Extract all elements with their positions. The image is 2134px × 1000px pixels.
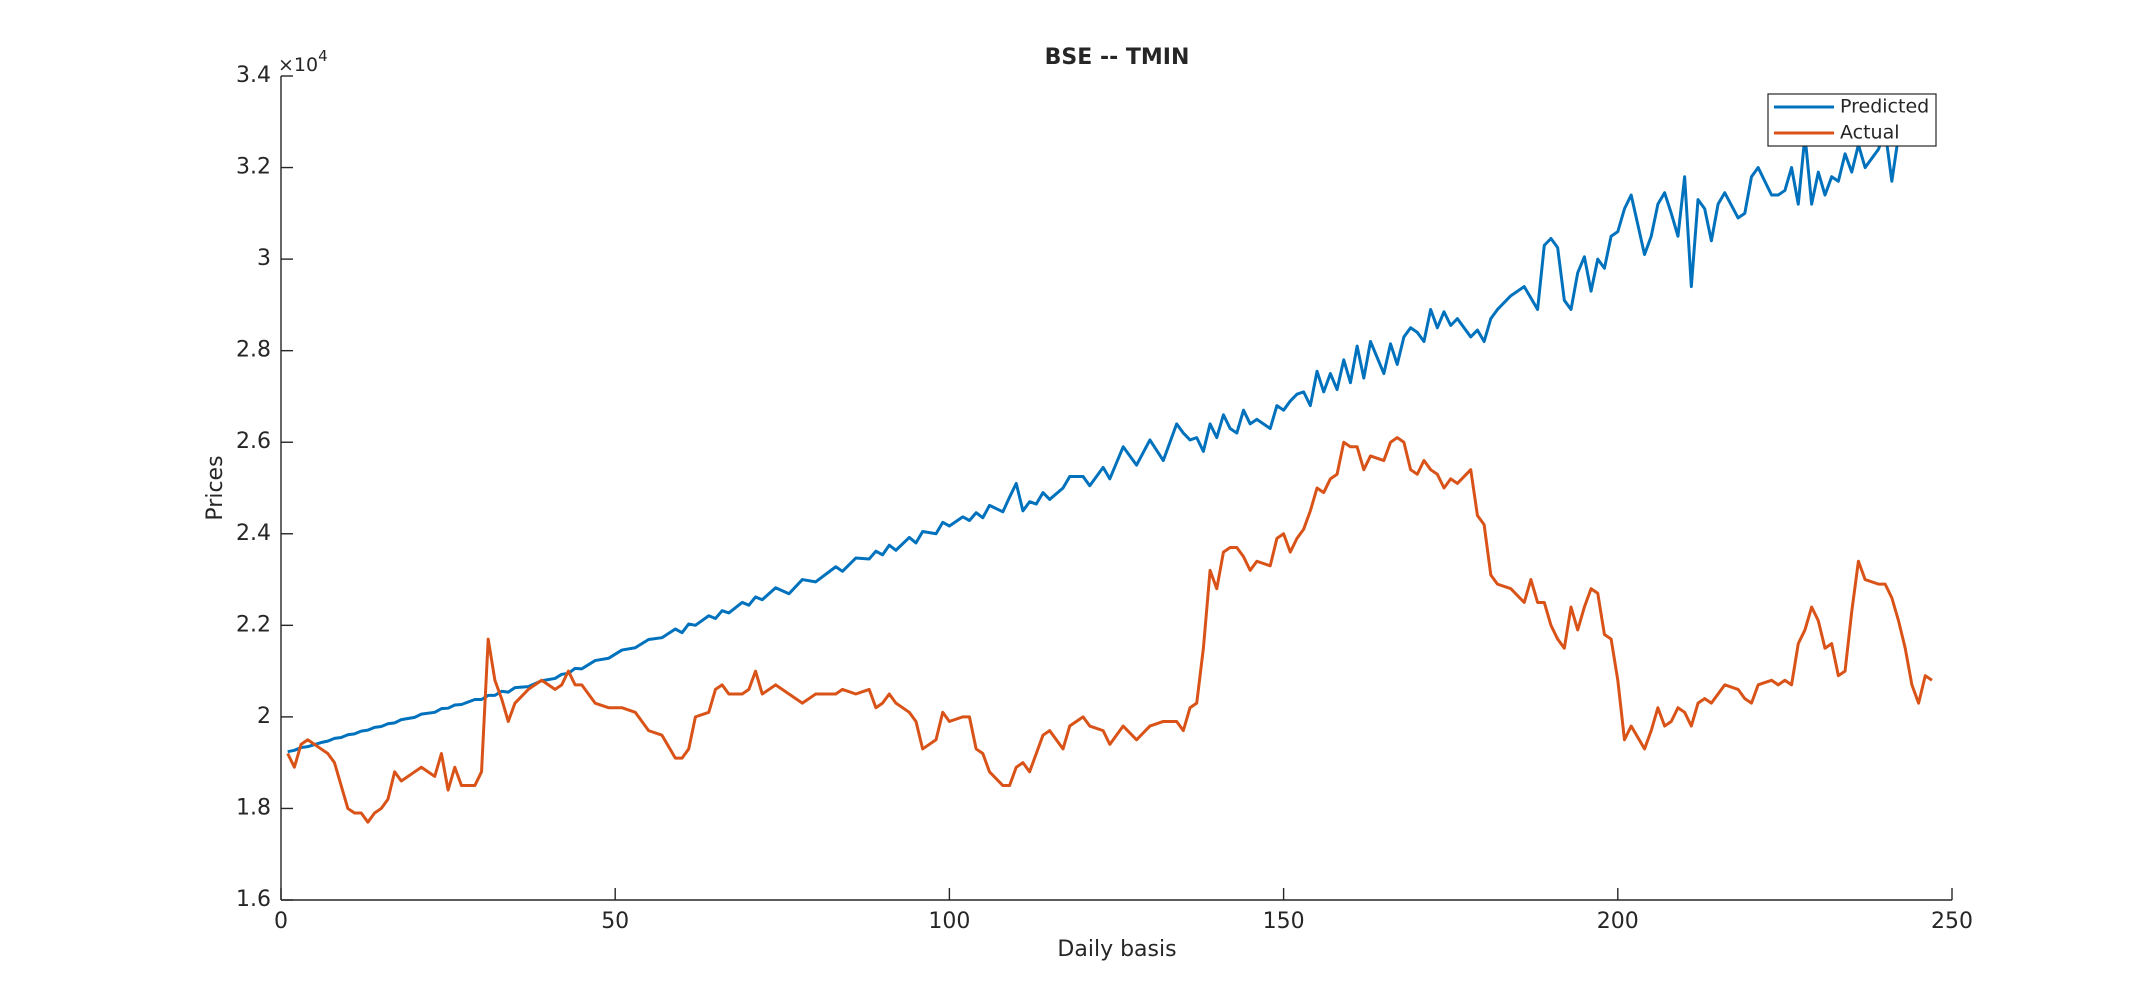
y-tick-label: 2.8 [236, 338, 271, 363]
y-tick-label: 2.4 [236, 521, 271, 546]
multiplier-base: ×10 [278, 54, 318, 76]
y-tick-label: 2 [257, 704, 271, 729]
legend-box [1767, 93, 1937, 147]
x-tick-label: 200 [1597, 909, 1639, 934]
legend-label: Actual [1840, 122, 1900, 144]
y-tick-label: 2.2 [236, 612, 271, 637]
data-line [287, 125, 1920, 754]
x-tick-label: 100 [928, 909, 970, 934]
x-axis-label: Daily basis [1057, 937, 1176, 962]
y-tick-label: 1.6 [236, 887, 271, 912]
y-tick-label: 2.6 [236, 429, 271, 454]
y-multiplier: ×104 [278, 47, 328, 76]
x-tick-label: 150 [1263, 909, 1305, 934]
x-tick-label: 50 [601, 909, 629, 934]
legend-label: Predicted [1840, 96, 1929, 118]
x-tick-label: 250 [1931, 909, 1973, 934]
multiplier-exponent: 4 [318, 47, 328, 65]
y-tick-label: 3.2 [236, 155, 271, 180]
x-tick-label: 0 [274, 909, 288, 934]
y-tick-label: 3 [257, 246, 271, 271]
y-axis-label: Prices [203, 455, 228, 520]
y-tick-label: 3.4 [236, 63, 271, 88]
y-tick-label: 1.8 [236, 795, 271, 820]
chart-title: BSE -- TMIN [1045, 45, 1190, 70]
data-line [286, 436, 1933, 824]
